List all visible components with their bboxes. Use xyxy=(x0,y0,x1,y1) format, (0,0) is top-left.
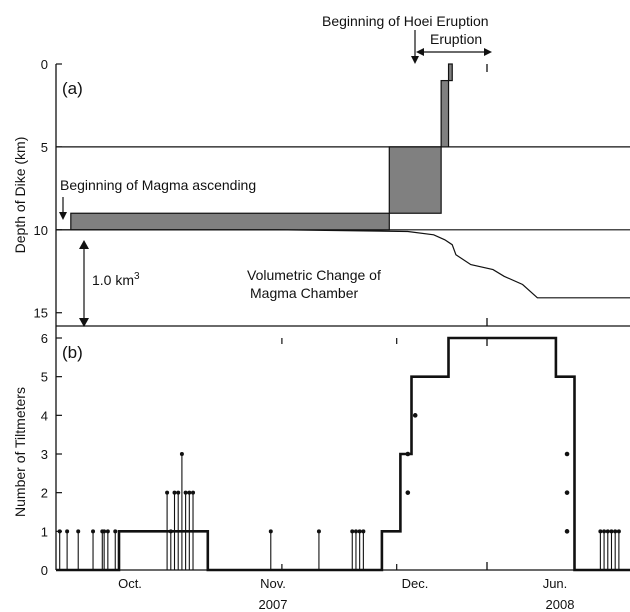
panel-a-dike-depth: Depth of Dike (km) (a) 0 5 10 15 Beginning … xyxy=(12,57,630,327)
b-ytick-label: 6 xyxy=(41,331,48,346)
panel-b-ylabel: Number of Tiltmeters xyxy=(12,387,28,517)
tiltmeter-point xyxy=(564,451,570,457)
magma-ascending-label: Beginning of Magma ascending xyxy=(60,177,256,193)
year-2007: 2007 xyxy=(259,597,288,612)
tiltmeter-spike-dot xyxy=(353,529,358,534)
tiltmeter-spike-dot xyxy=(616,529,621,534)
tiltmeter-spike-dot xyxy=(598,529,603,534)
eruption-span-arrow xyxy=(416,48,492,56)
tiltmeter-spike-dot xyxy=(176,490,181,495)
tiltmeter-spike-dot xyxy=(605,529,610,534)
tiltmeter-spike-dot xyxy=(350,529,355,534)
dike-depth-blocks xyxy=(70,63,453,231)
b-ytick-label: 2 xyxy=(41,486,48,501)
xtick-nov: Nov. xyxy=(260,576,286,591)
tiltmeter-spike-dot xyxy=(105,529,110,534)
volume-superscript: 3 xyxy=(134,271,140,282)
b-ytick-label: 5 xyxy=(41,370,48,385)
tiltmeter-spike-dot xyxy=(357,529,362,534)
dike-block xyxy=(70,212,390,231)
dike-block xyxy=(388,146,442,214)
dike-block xyxy=(447,63,453,82)
xtick-oct: Oct. xyxy=(118,576,142,591)
tiltmeter-points xyxy=(405,413,570,534)
tiltmeter-spike-dot xyxy=(613,529,618,534)
tiltmeter-spike-dot xyxy=(268,529,273,534)
hoei-eruption-label: Beginning of Hoei Eruption xyxy=(322,13,489,29)
tiltmeter-spike-dot xyxy=(187,490,192,495)
tiltmeter-spike-dot xyxy=(602,529,607,534)
magma-begin-arrow xyxy=(59,197,67,220)
tiltmeter-point xyxy=(405,490,411,495)
tiltmeter-spike-dot xyxy=(172,490,177,495)
tiltmeter-spike-dot xyxy=(191,490,196,495)
tiltmeter-spike-dot xyxy=(57,529,62,534)
chamber-label-line1: Volumetric Change of xyxy=(247,267,381,283)
tiltmeter-spike-dot xyxy=(183,490,188,495)
tiltmeter-point xyxy=(564,490,570,495)
b-ytick-label: 3 xyxy=(41,447,48,462)
b-ytick-label: 0 xyxy=(41,563,48,578)
panel-a-yticks: 0 5 10 15 xyxy=(34,57,62,321)
shared-x-axis: Oct. Nov. Dec. Jun. 2007 2008 xyxy=(118,576,574,612)
xtick-jun: Jun. xyxy=(543,576,568,591)
year-2008: 2008 xyxy=(546,597,575,612)
plot-frame xyxy=(55,64,630,571)
panel-b-label: (b) xyxy=(62,343,83,362)
dike-block xyxy=(440,79,450,148)
panel-b-tiltmeters: Number of Tiltmeters (b) 0 1 2 3 4 5 6 xyxy=(12,331,630,578)
tiltmeter-point xyxy=(405,451,411,457)
a-ytick-label: 0 xyxy=(41,57,48,72)
tiltmeter-spike-dot xyxy=(113,529,118,534)
tiltmeter-spike-dot xyxy=(165,490,170,495)
tiltmeter-point xyxy=(412,413,418,418)
panel-a-ylabel: Depth of Dike (km) xyxy=(12,137,28,254)
tiltmeter-spike-dot xyxy=(102,529,107,534)
a-ytick-label: 15 xyxy=(34,306,48,321)
tiltmeter-spike-dot xyxy=(65,529,70,534)
chamber-label-line2: Magma Chamber xyxy=(250,285,358,301)
a-ytick-label: 5 xyxy=(41,140,48,155)
a-ytick-label: 10 xyxy=(34,223,48,238)
volume-label: 1.0 km3 xyxy=(92,271,140,288)
volume-arrow xyxy=(79,240,89,327)
tiltmeter-spikes xyxy=(57,452,621,570)
tiltmeter-point xyxy=(564,529,570,534)
tiltmeter-spike-dot xyxy=(361,529,366,534)
b-ytick-label: 4 xyxy=(41,408,48,423)
tiltmeter-spike-dot xyxy=(76,529,81,534)
b-ytick-label: 1 xyxy=(41,524,48,539)
volume-value: 1.0 km xyxy=(92,272,134,288)
tiltmeter-spike-dot xyxy=(316,529,321,534)
panel-b-yticks: 0 1 2 3 4 5 6 xyxy=(41,331,62,578)
xtick-dec: Dec. xyxy=(402,576,429,591)
magma-chamber-volume-curve xyxy=(56,229,630,299)
hoei-begin-arrow xyxy=(411,30,419,64)
tiltmeter-spike-dot xyxy=(179,452,184,456)
panel-a-label: (a) xyxy=(62,79,83,98)
tiltmeter-spike-dot xyxy=(609,529,614,534)
tiltmeter-spike-dot xyxy=(91,529,96,534)
eruption-label: Eruption xyxy=(430,31,482,47)
tiltmeter-count-step-line xyxy=(56,336,630,572)
